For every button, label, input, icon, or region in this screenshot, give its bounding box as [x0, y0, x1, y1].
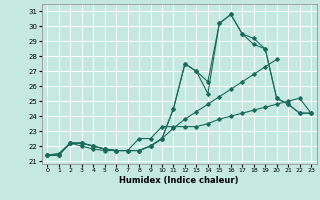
- X-axis label: Humidex (Indice chaleur): Humidex (Indice chaleur): [119, 176, 239, 185]
